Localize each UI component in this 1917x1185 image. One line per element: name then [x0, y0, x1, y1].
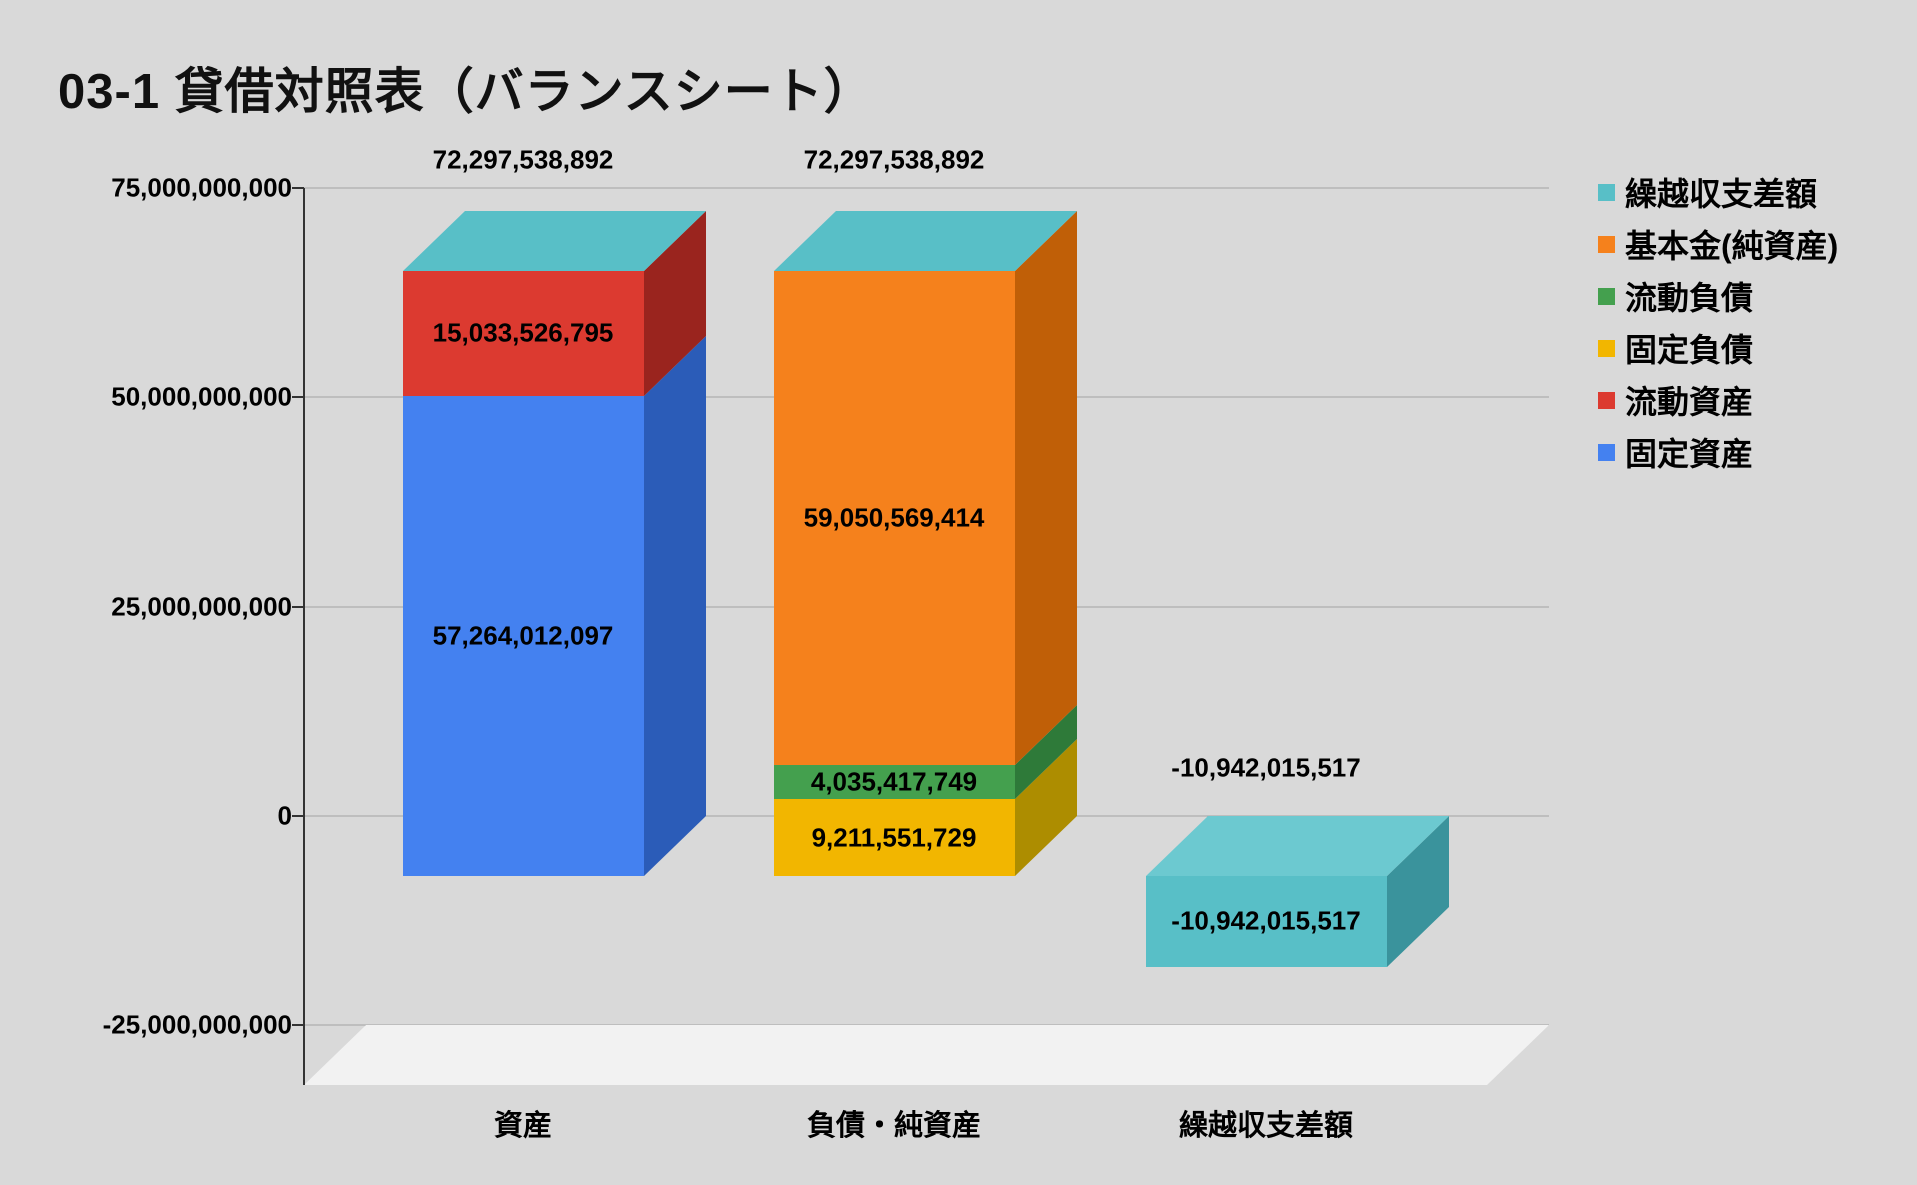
legend-item-label: 固定資産 [1625, 436, 1754, 472]
legend-item-fixed-assets[interactable]: 固定資産 [1598, 426, 1838, 478]
x-axis-label-balance: 繰越収支差額 [1178, 1110, 1354, 1142]
legend-item-balance[interactable]: 繰越収支差額 [1598, 166, 1838, 218]
y-axis-label-neg25b: -25,000,000,000 [102, 1009, 292, 1040]
fixed-liabilities-side-face [1015, 739, 1077, 876]
bar-balance-top-face [1146, 816, 1449, 876]
legend: 繰越収支差額 基本金(純資産) 流動負債 固定負債 流動資産 固定資産 [1598, 166, 1838, 478]
legend-color-swatch [1598, 391, 1615, 409]
bar-liab-segment-current-liabilities[interactable] [774, 705, 1077, 799]
chart-floor [304, 1025, 1549, 1085]
legend-color-swatch [1598, 235, 1615, 253]
current-liabilities-front-face [774, 765, 1015, 799]
legend-item-label: 流動資産 [1625, 384, 1754, 420]
y-axis-label-50b: 50,000,000,000 [111, 381, 292, 412]
value-label-current-liabilities: 4,035,417,749 [810, 766, 978, 797]
total-label-assets: 72,297,538,892 [432, 144, 614, 175]
balance-front-face [1146, 876, 1387, 967]
legend-item-label: 繰越収支差額 [1625, 176, 1818, 212]
capital-front-face [774, 271, 1015, 765]
bar-liab-segment-capital[interactable] [774, 211, 1077, 765]
bar-liab-segment-fixed-liabilities[interactable] [774, 739, 1077, 876]
bar-liabilities-net-assets [774, 211, 1077, 876]
legend-color-swatch [1598, 287, 1615, 305]
fixed-assets-side-face [644, 336, 706, 876]
bar-balance [1146, 816, 1449, 967]
legend-item-capital[interactable]: 基本金(純資産) [1598, 218, 1838, 270]
legend-item-label: 固定負債 [1625, 332, 1754, 368]
current-assets-front-face [403, 271, 644, 396]
value-label-balance: -10,942,015,517 [1171, 905, 1361, 936]
bar-assets-top-face [403, 211, 706, 271]
bar-assets-segment-fixed-assets[interactable] [403, 336, 706, 876]
total-label-liabilities: 72,297,538,892 [803, 144, 985, 175]
legend-item-current-assets[interactable]: 流動資産 [1598, 374, 1838, 426]
total-label-balance: -10,942,015,517 [1171, 752, 1361, 783]
chart-title: 03-1 貸借対照表（バランスシート） [58, 65, 874, 119]
legend-color-swatch [1598, 339, 1615, 357]
fixed-assets-front-face [403, 396, 644, 876]
bar-balance-segment[interactable] [1146, 816, 1449, 967]
y-axis-ticks [292, 187, 304, 1026]
legend-item-fixed-liabilities[interactable]: 固定負債 [1598, 322, 1838, 374]
legend-color-swatch [1598, 443, 1615, 461]
y-axis-label-zero: 0 [277, 800, 292, 831]
value-label-fixed-liabilities: 9,211,551,729 [811, 822, 977, 853]
current-liabilities-side-face [1015, 705, 1077, 799]
x-axis-label-liabilities: 負債・純資産 [806, 1110, 982, 1142]
legend-item-current-liabilities[interactable]: 流動負債 [1598, 270, 1838, 322]
value-label-current-assets: 15,033,526,795 [432, 317, 614, 348]
legend-item-label: 基本金(純資産) [1625, 228, 1839, 264]
value-label-capital: 59,050,569,414 [803, 502, 985, 533]
fixed-liabilities-front-face [774, 799, 1015, 876]
current-assets-side-face [644, 211, 706, 396]
bar-assets-segment-current-assets[interactable] [403, 211, 706, 396]
value-label-fixed-assets: 57,264,012,097 [432, 620, 614, 651]
balance-side-face [1387, 816, 1449, 967]
bar-assets [403, 211, 706, 876]
legend-item-label: 流動負債 [1625, 280, 1754, 316]
bar-liab-top-face [774, 211, 1077, 271]
capital-side-face [1015, 211, 1077, 765]
x-axis-label-assets: 資産 [493, 1110, 553, 1142]
y-axis-label-75b: 75,000,000,000 [111, 172, 292, 203]
legend-color-swatch [1598, 183, 1615, 201]
y-axis-label-25b: 25,000,000,000 [111, 591, 292, 622]
